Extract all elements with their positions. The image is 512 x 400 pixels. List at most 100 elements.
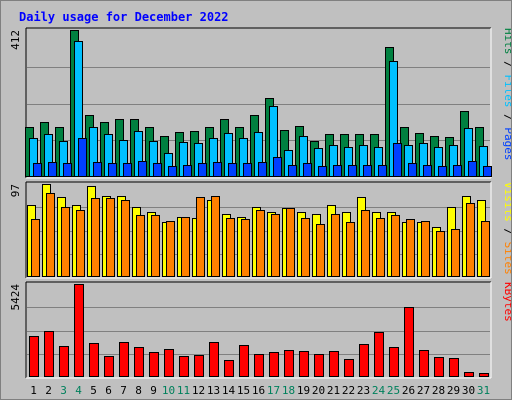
bar-pages-day-22	[348, 165, 357, 177]
bar-kbytes-day-25	[389, 347, 399, 377]
bar-kbytes-day-17	[269, 352, 279, 377]
bar-kbytes-day-23	[359, 344, 369, 377]
legend-pages: Pages	[502, 127, 511, 160]
bar-kbytes-day-8	[134, 347, 144, 377]
x-tick-label-day-8: 8	[135, 384, 142, 397]
bar-sites-day-1	[31, 219, 40, 277]
bar-kbytes-day-28	[434, 357, 444, 377]
bar-sites-day-4	[76, 210, 85, 277]
legend-sites: Sites	[502, 242, 511, 275]
bar-pages-day-26	[408, 163, 417, 177]
legend-hits: Hits	[502, 28, 511, 55]
series-sites	[31, 193, 490, 277]
bar-pages-day-17	[273, 157, 282, 177]
legend-separator: /	[502, 222, 511, 242]
bar-sites-day-18	[286, 208, 295, 277]
panel-bottom: 5424 KBytes	[9, 281, 511, 379]
x-tick-label-day-19: 19	[297, 384, 310, 397]
bar-sites-day-30	[466, 203, 475, 277]
x-tick-label-day-5: 5	[90, 384, 97, 397]
bar-kbytes-day-13	[209, 342, 219, 377]
x-tick-label-day-1: 1	[30, 384, 37, 397]
bar-pages-day-28	[438, 166, 447, 177]
bar-sites-day-29	[451, 229, 460, 277]
bar-pages-day-8	[138, 161, 147, 177]
bar-pages-day-24	[378, 165, 387, 177]
bar-sites-day-19	[301, 218, 310, 277]
legend-separator: /	[502, 55, 511, 75]
panel-middle-ymax-label: 97	[9, 184, 22, 197]
bar-kbytes-day-19	[299, 351, 309, 377]
bar-pages-day-16	[258, 162, 267, 177]
x-tick-label-day-15: 15	[237, 384, 250, 397]
bar-pages-day-2	[48, 162, 57, 177]
x-tick-label-day-26: 26	[402, 384, 415, 397]
bar-kbytes-day-10	[164, 349, 174, 377]
bar-pages-day-25	[393, 143, 402, 177]
bar-sites-day-26	[406, 219, 415, 277]
bar-kbytes-day-21	[329, 351, 339, 377]
legend-kbytes: KBytes	[502, 282, 511, 322]
bar-kbytes-day-18	[284, 350, 294, 377]
bar-kbytes-day-24	[374, 332, 384, 377]
bar-kbytes-day-31	[479, 373, 489, 377]
bar-sites-day-23	[361, 210, 370, 277]
bar-pages-day-23	[363, 165, 372, 177]
bar-pages-day-3	[63, 163, 72, 177]
x-tick-label-day-12: 12	[192, 384, 205, 397]
bar-pages-day-14	[228, 163, 237, 177]
bar-sites-day-21	[331, 214, 340, 277]
bar-pages-day-30	[468, 161, 477, 177]
bar-sites-day-31	[481, 221, 490, 277]
bar-sites-day-5	[91, 198, 100, 277]
chart-title: Daily usage for December 2022	[19, 10, 229, 24]
panel-bottom-ymax-label: 5424	[9, 284, 22, 311]
bar-pages-day-10	[168, 166, 177, 177]
panel-middle: 97 Visits / Sites	[9, 181, 511, 279]
bar-kbytes-day-29	[449, 358, 459, 377]
bar-pages-day-9	[153, 163, 162, 177]
bar-kbytes-day-20	[314, 354, 324, 377]
bar-pages-day-15	[243, 163, 252, 177]
bar-pages-day-13	[213, 162, 222, 177]
x-tick-label-day-6: 6	[105, 384, 112, 397]
bar-sites-day-15	[241, 219, 250, 277]
bar-kbytes-day-7	[119, 342, 129, 377]
bar-pages-day-11	[183, 165, 192, 177]
bar-kbytes-day-22	[344, 359, 354, 377]
panel-bottom-legend: KBytes	[502, 282, 511, 322]
x-tick-label-day-31: 31	[477, 384, 490, 397]
x-tick-label-day-14: 14	[222, 384, 236, 397]
bar-kbytes-day-12	[194, 355, 204, 377]
bar-sites-day-27	[421, 221, 430, 277]
bar-kbytes-day-16	[254, 354, 264, 377]
bar-sites-day-22	[346, 222, 355, 277]
x-tick-label-day-29: 29	[447, 384, 460, 397]
x-tick-label-day-2: 2	[45, 384, 52, 397]
bar-kbytes-day-27	[419, 350, 429, 377]
bar-sites-day-20	[316, 224, 325, 277]
x-tick-label-day-4: 4	[75, 384, 82, 397]
bar-kbytes-day-9	[149, 352, 159, 377]
x-tick-label-day-21: 21	[327, 384, 340, 397]
bar-pages-day-29	[453, 165, 462, 177]
x-tick-label-day-9: 9	[150, 384, 157, 397]
panel-top-legend: Hits / Files / Pages	[502, 28, 511, 161]
x-tick-label-day-27: 27	[417, 384, 430, 397]
bar-kbytes-day-1	[29, 336, 39, 377]
legend-files: Files	[502, 74, 511, 107]
bar-pages-day-21	[333, 165, 342, 177]
panel-top-ymax-label: 412	[9, 30, 22, 50]
bar-sites-day-11	[181, 217, 190, 277]
bar-pages-day-20	[318, 166, 327, 177]
x-tick-label-day-10: 10	[162, 384, 175, 397]
x-tick-label-day-3: 3	[60, 384, 67, 397]
bar-sites-day-16	[256, 210, 265, 277]
series-pages	[33, 138, 492, 177]
bar-sites-day-3	[61, 207, 70, 277]
bar-sites-day-6	[106, 198, 115, 277]
bar-kbytes-day-4	[74, 284, 84, 377]
x-tick-label-day-28: 28	[432, 384, 445, 397]
bar-sites-day-2	[46, 193, 55, 277]
